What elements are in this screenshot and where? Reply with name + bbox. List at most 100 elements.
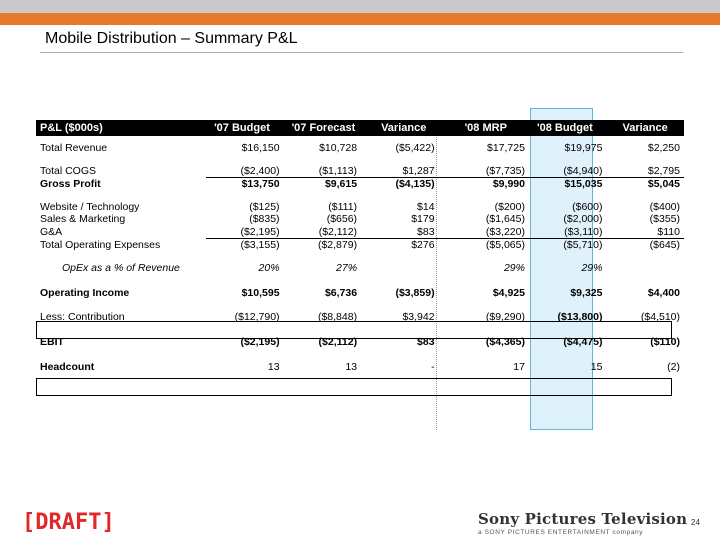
cell: $179 [411,213,435,226]
row-label: Operating Income [40,286,130,299]
cell: ($7,735) [438,164,529,178]
cell: $3,942 [402,311,435,324]
cell: $10,595 [241,286,280,299]
header-cell: Variance [606,120,684,136]
header-cell: '08 MRP [438,120,529,136]
cell: ($4,365) [485,336,525,348]
cell: $9,990 [492,178,525,191]
table-row-total-cogs: Total COGS ($2,400) ($1,113) $1,287 ($7,… [36,164,684,178]
cell: ($2,400) [206,164,284,178]
logo-main-text: Sony Pictures Television [478,510,688,528]
cell: $14 [417,200,435,213]
cell: - [431,360,435,373]
cell: ($110) [650,336,680,348]
title-divider [40,52,683,53]
cell: $13,750 [241,178,280,191]
sony-pictures-logo: Sony Pictures Television a SONY PICTURES… [478,510,687,536]
cell: $276 [411,239,435,252]
table-row-operating-income: Operating Income $10,595 $6,736 ($3,859)… [36,284,684,301]
table-row-ga: G&A ($2,195) ($2,112) $83 ($3,220) ($3,1… [36,225,684,239]
cell: 29% [581,261,603,274]
cell: ($4,135) [395,178,435,191]
cell [606,262,684,275]
cell: $2,795 [606,164,684,178]
cell: ($5,710) [563,239,603,252]
cell: ($4,940) [528,164,607,178]
operating-income-box [36,321,672,339]
row-label: Website / Technology [40,200,140,213]
slide-title: Mobile Distribution – Summary P&L [45,30,298,47]
cell: 29% [503,261,525,274]
row-label: Gross Profit [40,178,101,190]
cell: ($2,112) [283,225,362,239]
table-row-total-opex: Total Operating Expenses ($3,155) ($2,87… [36,239,684,252]
cell: ($1,645) [485,213,525,226]
cell: $16,150 [241,142,280,155]
draft-label: [DRAFT] [22,510,115,535]
cell: 27% [336,261,358,274]
pl-table: P&L ($000s) '07 Budget '07 Forecast Vari… [36,120,684,373]
cell [361,262,439,275]
ebit-box [36,378,672,396]
cell: ($111) [328,200,358,213]
cell: 13 [267,360,280,373]
cell: $83 [417,336,435,348]
cell: ($4,510) [640,311,680,324]
cell: $110 [606,225,684,239]
cell: $9,615 [324,178,358,191]
cell: ($4,475) [563,336,603,348]
header-cell: Variance [361,120,439,136]
cell: $83 [361,225,439,239]
cell: ($2,195) [206,225,284,239]
table-row-sales-marketing: Sales & Marketing ($835) ($656) $179 ($1… [36,213,684,226]
header-row: P&L ($000s) '07 Budget '07 Forecast Vari… [36,120,684,136]
cell: (2) [667,360,680,373]
row-label: EBIT [40,336,64,348]
cell: $15,035 [564,178,603,191]
table-row-total-revenue: Total Revenue $16,150 $10,728 ($5,422) $… [36,142,684,155]
row-label: Sales & Marketing [40,213,126,226]
cell: ($835) [249,213,280,226]
cell: 20% [258,261,280,274]
header-cell: '08 Budget [528,120,607,136]
header-cell: P&L ($000s) [36,120,207,136]
cell: ($3,220) [438,225,529,239]
cell: $5,045 [647,178,680,191]
cell: $17,725 [487,142,525,155]
cell: $2,250 [647,142,680,155]
page-number: 24 [691,518,700,527]
cell: ($125) [249,200,280,213]
cell: ($400) [649,200,680,213]
budget-08-column-highlight [530,108,593,430]
top-orange-bar [0,13,720,25]
cell: 15 [590,360,603,373]
cell: ($1,113) [283,164,362,178]
cell: ($2,195) [240,336,280,348]
cell: $10,728 [319,142,358,155]
row-label: G&A [40,226,63,238]
header-cell: '07 Budget [206,120,284,136]
cell: ($12,790) [234,311,280,324]
pl-table-area: P&L ($000s) '07 Budget '07 Forecast Vari… [36,108,684,430]
cell: ($5,065) [485,239,525,252]
table-row-contribution: Less: Contribution ($12,790) ($8,848) $3… [36,311,684,324]
cell: ($3,110) [528,225,607,239]
column-separator [436,130,437,430]
cell: ($3,859) [395,286,435,299]
cell: ($600) [572,200,603,213]
cell: ($5,422) [395,142,435,155]
cell: 17 [513,360,525,373]
cell: $19,975 [564,142,603,155]
cell: ($13,800) [557,311,603,324]
cell: ($8,848) [317,311,358,324]
cell: ($656) [326,213,358,226]
cell: ($2,879) [317,239,358,252]
row-label: Total Revenue [40,142,108,155]
logo-sub-text: a SONY PICTURES ENTERTAINMENT company [478,529,644,536]
table-row-gross-profit: Gross Profit $13,750 $9,615 ($4,135) $9,… [36,178,684,191]
row-label: Less: Contribution [40,311,125,324]
table-row-opex-pct: OpEx as a % of Revenue 20% 27% 29% 29% [36,262,684,275]
cell: ($200) [494,200,525,213]
table-row-ebit: EBIT ($2,195) ($2,112) $83 ($4,365) ($4,… [36,334,684,351]
cell: ($2,112) [318,336,358,348]
